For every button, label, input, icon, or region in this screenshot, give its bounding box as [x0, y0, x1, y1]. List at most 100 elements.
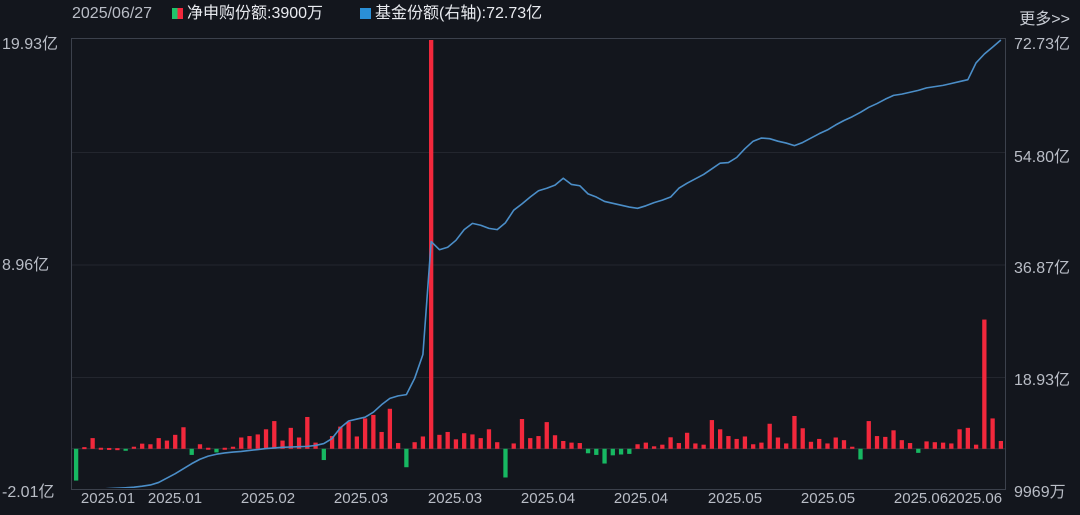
bar [420, 436, 426, 449]
bar [528, 438, 533, 449]
x-axis-tick-8: 2025.05 [800, 490, 856, 507]
left-axis-tick-0: 19.93亿 [2, 36, 59, 53]
bar [173, 434, 178, 449]
bar [495, 442, 500, 449]
right-axis-tick-1: 54.80亿 [1014, 149, 1071, 166]
bar [338, 426, 343, 449]
bar [742, 436, 748, 449]
bar [164, 440, 170, 449]
bar [800, 428, 805, 449]
bar [82, 447, 87, 450]
bar [973, 444, 979, 449]
x-axis-tick-0: 2025.01 [80, 490, 136, 507]
bar [412, 442, 417, 449]
bar [395, 443, 401, 449]
bar [503, 448, 508, 478]
bar [107, 447, 112, 450]
bar [115, 448, 120, 451]
bar [883, 436, 888, 449]
bar [940, 442, 946, 449]
bar-series-net-subscription [73, 40, 1004, 481]
right-axis-line [1005, 38, 1006, 490]
legend-fund-shares: 基金份额(右轴):72.73亿 [360, 4, 542, 24]
bar [825, 443, 830, 449]
more-link[interactable]: 更多>> [1019, 11, 1070, 28]
bar [569, 442, 574, 449]
bar [866, 421, 871, 449]
bar [998, 440, 1004, 449]
bar [916, 448, 921, 453]
bottom-axis-line [71, 489, 1006, 490]
bar [701, 444, 706, 449]
bar [255, 434, 260, 449]
bar [519, 419, 525, 449]
x-axis-tick-4: 2025.03 [427, 490, 483, 507]
bar [594, 448, 599, 455]
bar [767, 423, 772, 449]
bar [140, 443, 145, 449]
bar [651, 446, 657, 449]
bar [230, 446, 236, 449]
bar [949, 443, 954, 449]
bar [627, 448, 632, 454]
bar [858, 448, 863, 460]
bar [709, 420, 715, 449]
bar [965, 427, 970, 449]
bar [470, 434, 475, 449]
bar [189, 448, 194, 455]
bar [354, 436, 359, 449]
bar [718, 429, 723, 449]
left-axis-tick-1: 8.96亿 [2, 257, 50, 274]
bar [561, 440, 566, 449]
bar [759, 442, 764, 449]
bar [693, 443, 698, 449]
bar [775, 437, 781, 449]
bar [478, 438, 483, 449]
bar [932, 442, 937, 449]
bar [156, 438, 161, 449]
bar [148, 444, 153, 449]
bar [635, 444, 640, 449]
legend-fund-shares-label: 基金份额(右轴):72.73亿 [375, 5, 543, 22]
bar [990, 418, 995, 449]
bar [907, 443, 913, 449]
bar [544, 422, 549, 449]
bar [817, 438, 822, 449]
bar [726, 436, 731, 449]
legend-net-subscription-label: 净申购份额:3900万 [187, 5, 324, 22]
bar [660, 444, 665, 449]
x-axis-tick-6: 2025.04 [613, 490, 669, 507]
bar [206, 447, 211, 450]
bar [577, 443, 582, 449]
bar [891, 430, 896, 449]
bar [280, 440, 285, 449]
plot-area[interactable] [72, 38, 1005, 488]
bar [453, 439, 459, 449]
bar [751, 444, 756, 449]
right-axis-tick-3: 18.93亿 [1014, 372, 1071, 389]
bar [833, 437, 838, 449]
bar [305, 416, 310, 449]
bar [387, 408, 393, 449]
x-axis-tick-3: 2025.03 [333, 490, 389, 507]
bar [272, 421, 277, 449]
bar [874, 436, 880, 449]
bar [247, 436, 252, 449]
bar [552, 435, 558, 449]
bar [90, 438, 95, 449]
bar [329, 436, 335, 449]
bar [321, 448, 326, 461]
bar [585, 448, 591, 454]
line-series-fund-shares [105, 39, 1002, 488]
bar [379, 431, 384, 449]
bar [288, 427, 293, 449]
bar [445, 431, 450, 449]
bar [437, 434, 442, 449]
bar [676, 443, 682, 449]
left-axis-line [71, 38, 72, 490]
bar [346, 421, 351, 449]
bar [924, 441, 929, 449]
bar [643, 442, 648, 449]
bar [239, 437, 244, 449]
